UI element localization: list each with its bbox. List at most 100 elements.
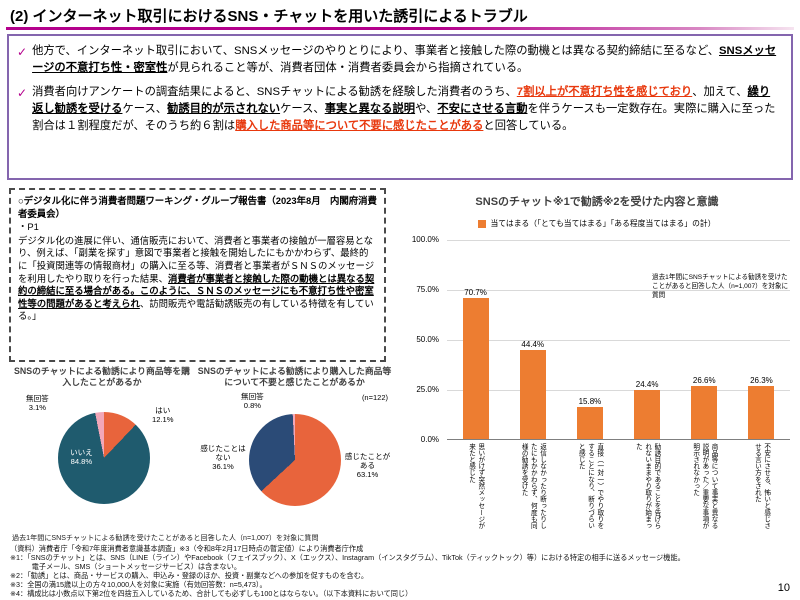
pie1-chart: [58, 412, 150, 504]
bar-column: 26.3%: [733, 376, 790, 439]
bar-x-label: 勧誘目的であることを告げられないままやり取りが始まった: [634, 443, 660, 529]
legend-label: 当てはまる（「とても当てはまる」「ある程度当てはまる」の計）: [490, 219, 716, 228]
text-segment: 消費者向けアンケートの調査結果によると、SNSチャットによる勧誘を経験した消費者…: [32, 85, 517, 98]
footnotes: （資料）消費者庁「令和7年度消費者意識基本調査」※3（令和8年2月17日時点の暫…: [10, 544, 755, 598]
footnote-line: ※4：構成比は小数点以下第2位を四捨五入しているため、合計しても必ずしも100と…: [10, 589, 413, 598]
footnote-line: （資料）消費者庁「令和7年度消費者意識基本調査」※3（令和8年2月17日時点の暫…: [10, 544, 364, 553]
bar-value-label: 70.7%: [464, 287, 487, 297]
bar-value-label: 44.4%: [521, 340, 545, 350]
bar-plot-bars: 70.7% 44.4% 15.8% 24.4% 26.6% 26.3%: [447, 240, 790, 439]
footnote-line: ※2：「勧誘」とは、商品・サービスの購入、申込み・登録のほか、投資・副業などへの…: [10, 571, 369, 580]
gridline: [447, 290, 790, 291]
bar: [462, 297, 489, 439]
legend-swatch: [478, 219, 487, 228]
bar: [576, 407, 603, 439]
pie2-n-label: (n=122): [361, 393, 388, 402]
pie2-title: SNSのチャットによる勧誘により購入した商品等について不要と感じたことがあるか: [197, 366, 392, 388]
page-number: 10: [777, 582, 790, 594]
pie-chart-2-panel: SNSのチャットによる勧誘により購入した商品等について不要と感じたことがあるか …: [197, 366, 392, 534]
report-body-text: デジタル化の進展に伴い、通信販売において、消費者と事業者の接触が一層容易となり、…: [18, 235, 377, 323]
bar-x-label: 思いがけず突然メッセージが来たと感じた: [467, 443, 484, 529]
text-segment: 勧誘目的が示されない: [167, 102, 281, 115]
bar-y-labels: 100.0% 75.0% 50.0% 25.0% 0.0%: [398, 235, 443, 444]
text-segment: が見られること等が、消費者団体・消費者委員会から指摘されている。: [167, 61, 529, 74]
text-segment: デジタル化の進展に伴い、通信販売において、消費者と事業者の接触が一層容易となり、…: [18, 234, 375, 284]
slice-label: 無回答: [241, 392, 264, 401]
text-segment: を伴うケースも一定数存在。実際に購入に至った割合は１割程度だが、そのうち約６割は: [32, 102, 776, 132]
check-icon: ✓: [17, 45, 28, 59]
bar-column: 15.8%: [561, 397, 618, 439]
text-segment: 購入した商品等について不要に感じたことがある: [235, 119, 484, 132]
gridline: [447, 240, 790, 241]
bar-chart-legend: 当てはまる（「とても当てはまる」「ある程度当てはまる」の計）: [402, 218, 792, 229]
page-title: (2) インターネット取引におけるSNS・チャットを用いた誘引によるトラブル: [10, 8, 528, 25]
bar: [634, 390, 661, 439]
text-segment: 他方で、インターネット取引において、SNSメッセージのやりとりにより、事業者と接…: [32, 45, 719, 57]
text-segment: や、: [415, 102, 438, 115]
bar-column: 70.7%: [447, 288, 504, 439]
pie1-title: SNSのチャットによる勧誘により商品等を購入したことがあるか: [14, 366, 190, 388]
summary-bullet-1-text: 他方で、インターネット取引において、SNSメッセージのやりとりにより、事業者と接…: [32, 43, 781, 77]
slice-value: 36.1%: [212, 462, 234, 472]
bar-value-label: 26.6%: [692, 375, 716, 385]
bar-x-cell: 返信しなかったり断ったりしたにもかかわらず、何度も同様の勧誘を受けた: [504, 443, 561, 535]
bar-column: 24.4%: [619, 380, 676, 439]
bar-x-cell: 直接（一対一）でやり取りをすることになり、断りづらいと感じた: [561, 443, 618, 535]
bar-column: 26.6%: [676, 376, 733, 439]
text-segment: 繰り返し勧誘を受ける: [32, 85, 771, 115]
title-underline: [6, 27, 794, 30]
slice-value: 3.1%: [28, 403, 47, 413]
report-excerpt-box: ○デジタル化に伴う消費者問題ワーキング・グループ報告書（2023年8月 内閣府消…: [9, 188, 386, 362]
text-segment: 不安にさせる言動: [437, 102, 528, 115]
bar-value-label: 24.4%: [635, 380, 659, 390]
text-segment: 事実と異なる説明: [324, 102, 416, 115]
slice-label: 感じたことがある: [344, 452, 391, 471]
bar-x-label: 返信しなかったり断ったりしたにもかかわらず、何度も同様の勧誘を受けた: [520, 443, 546, 529]
summary-bullet-2-text: 消費者向けアンケートの調査結果によると、SNSチャットによる勧誘を経験した消費者…: [32, 84, 781, 135]
text-segment: ケース、: [280, 102, 325, 115]
pie2-label-not-felt: 感じたことはない 36.1%: [197, 444, 249, 471]
slice-value: 12.1%: [152, 415, 174, 425]
bar-x-labels: 思いがけず突然メッセージが来たと感じた 返信しなかったり断ったりしたにもかかわらず…: [447, 443, 790, 535]
bar-x-cell: 勧誘目的であることを告げられないままやり取りが始まった: [619, 443, 676, 535]
text-segment: 消費者が事業者と接触した際の動機とは異なる契約の締結に至る場合がある。このように…: [18, 272, 375, 309]
footnote-line: 電子メール、SMS（ショートメッセージサービス）は含まない。: [10, 562, 242, 571]
check-icon: ✓: [17, 85, 28, 100]
slice-label: いいえ: [70, 448, 93, 457]
bar-x-label: 商品等について事実と異なる説明があった／重要な事項が明示されなかった: [691, 443, 718, 529]
bar: [519, 350, 546, 439]
summary-bullet-1: ✓ 他方で、インターネット取引において、SNSメッセージのやりとりにより、事業者…: [17, 43, 781, 77]
report-page-ref: ・P1: [18, 221, 39, 233]
bar-value-label: 26.3%: [750, 376, 773, 386]
text-segment: SNSメッセージの不意打ち性・密室性: [32, 45, 777, 74]
bar: [748, 386, 775, 439]
footnote-line: ※3：全国の満15歳以上の方々10,000人を対象に実施（有効回答数：n=5,4…: [10, 580, 267, 589]
pie2-chart: [249, 414, 341, 506]
slice-value: 63.1%: [356, 470, 379, 480]
report-heading: ○デジタル化に伴う消費者問題ワーキング・グループ報告書（2023年8月 内閣府消…: [18, 195, 377, 219]
y-axis-tick: 100.0%: [411, 235, 439, 244]
bar-x-label: 不安にさせる、怖いと感じさせる言い方をされた: [753, 443, 770, 529]
text-segment: ケース、: [122, 102, 168, 115]
text-segment: 、加えて、: [692, 85, 748, 98]
bar-plot: 70.7% 44.4% 15.8% 24.4% 26.6% 26.3%: [447, 240, 790, 440]
slice-value: 0.8%: [243, 401, 262, 411]
bar-chart-note: 過去1年間にSNSチャットによる勧誘を受けたことがあると回答した人（n=1,00…: [652, 274, 789, 299]
y-axis-tick: 75.0%: [416, 285, 439, 294]
bar-chart-title: SNSのチャット※1で勧誘※2を受けた内容と意識: [475, 196, 719, 208]
y-axis-tick: 50.0%: [416, 335, 439, 344]
pie-survey-note: 過去1年間にSNSチャットによる勧誘を受けたことがあると回答した人（n=1,00…: [12, 534, 319, 542]
bar-x-cell: 思いがけず突然メッセージが来たと感じた: [447, 443, 504, 535]
bar-column: 44.4%: [504, 340, 561, 439]
gridline: [447, 340, 790, 341]
slice-label: はい: [155, 406, 171, 415]
pie2-label-no-answer: 無回答 0.8%: [241, 392, 264, 410]
pie1-label-no-answer: 無回答 3.1%: [26, 394, 49, 412]
text-segment: 7割以上が不意打ち性を感じており: [516, 85, 693, 98]
bar-x-cell: 不安にさせる、怖いと感じさせる言い方をされた: [733, 443, 790, 535]
footnote-line: ※1：「SNSのチャット」とは、SNS（LINE（ライン）やFacebook（フ…: [10, 553, 685, 562]
pie1-label-yes: はい 12.1%: [152, 406, 174, 424]
y-axis-tick: 0.0%: [420, 435, 439, 444]
text-segment: 、訪問販売や電話勧誘販売の有している特徴を有している。」: [18, 297, 374, 322]
